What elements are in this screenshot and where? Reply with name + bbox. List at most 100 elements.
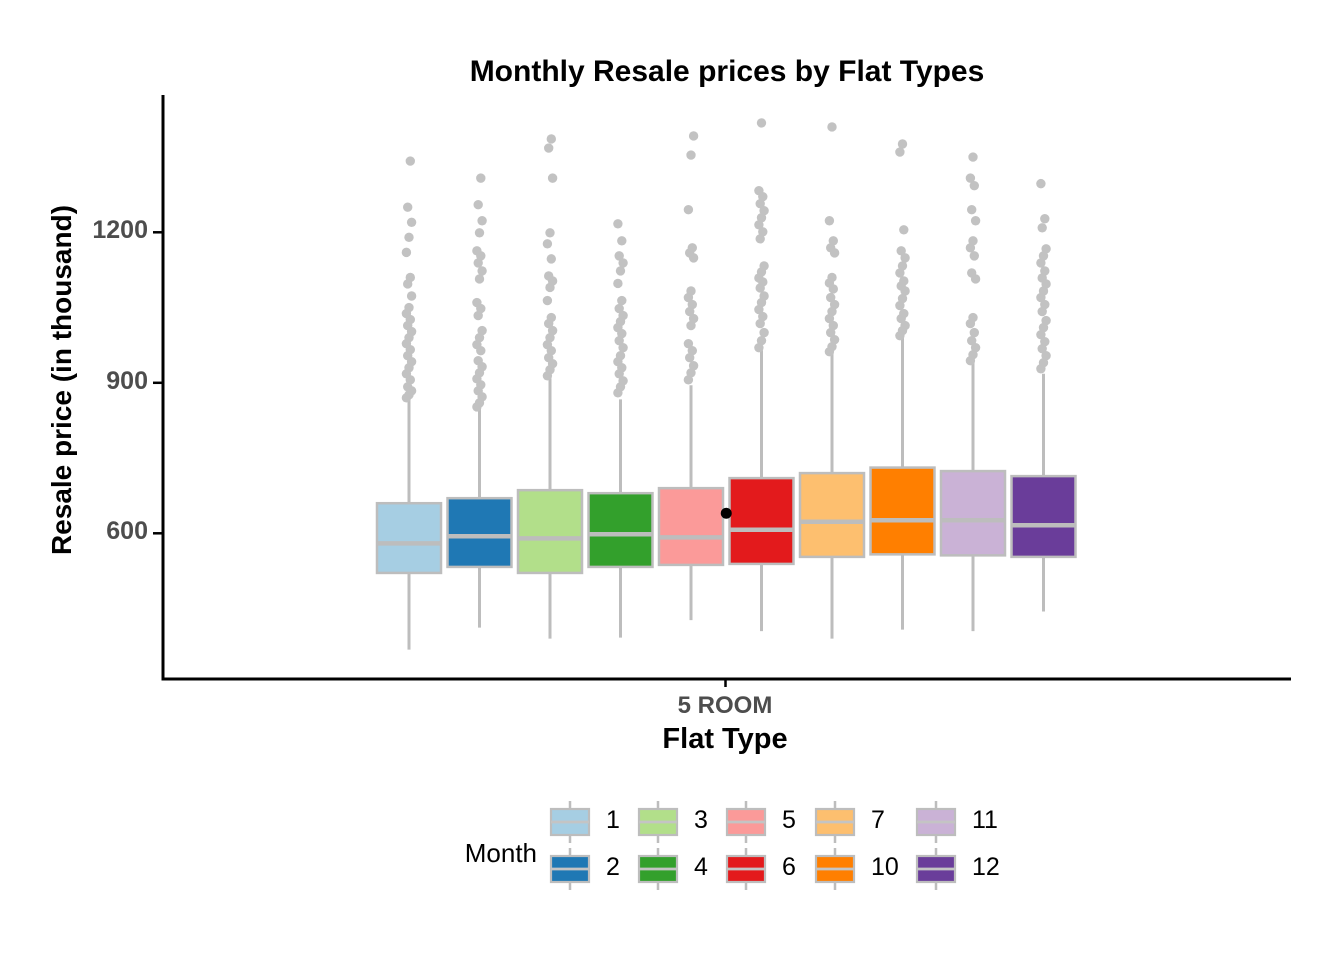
outlier-dot xyxy=(828,320,838,331)
box-month-11 xyxy=(939,469,1007,557)
outlier-dot xyxy=(969,327,979,338)
box-month-2 xyxy=(446,496,513,569)
outlier-dot xyxy=(899,308,909,319)
outlier-dot xyxy=(969,180,979,191)
outlier-dot xyxy=(897,139,908,149)
outlier-dot xyxy=(967,268,977,278)
outlier-dot xyxy=(544,271,554,281)
annotation-dot xyxy=(720,507,732,519)
box-month-10 xyxy=(869,466,936,556)
outlier-dot xyxy=(618,376,628,386)
x-axis-title: Flat Type xyxy=(662,723,788,755)
outlier-dot xyxy=(688,313,699,324)
legend-item-label: 3 xyxy=(694,806,708,834)
outlier-dot xyxy=(406,217,417,227)
outlier-dot xyxy=(547,325,558,336)
outlier-dot xyxy=(618,310,628,321)
outlier-dot xyxy=(970,342,981,353)
y-tick-label: 600 xyxy=(106,517,148,546)
y-tick-label: 900 xyxy=(106,366,148,395)
outlier-dot xyxy=(829,299,840,310)
outlier-dot xyxy=(687,345,697,356)
outlier-dot xyxy=(759,291,769,301)
box-month-4 xyxy=(587,491,654,569)
outlier-dot xyxy=(683,338,694,349)
outlier-dot xyxy=(965,173,976,183)
outlier-dot xyxy=(618,342,628,353)
outlier-dot xyxy=(405,272,415,283)
outlier-dot xyxy=(1040,214,1050,224)
outlier-dot xyxy=(824,216,835,226)
outlier-dot xyxy=(754,185,764,196)
outlier-dot xyxy=(758,227,768,237)
outlier-dot xyxy=(617,236,627,246)
outlier-dot xyxy=(1041,315,1051,326)
legend-title: Month xyxy=(464,838,537,868)
outlier-dot xyxy=(899,276,909,286)
outlier-dot xyxy=(900,253,910,263)
outlier-dot xyxy=(405,156,415,166)
legend-item-label: 12 xyxy=(972,853,1000,881)
outlier-dot xyxy=(896,246,906,256)
legend-item-label: 10 xyxy=(871,853,899,881)
legend-item-label: 6 xyxy=(782,853,796,881)
outlier-dot xyxy=(473,356,483,366)
outlier-dot xyxy=(472,246,482,256)
outlier-dot xyxy=(967,205,977,215)
outlier-dot xyxy=(473,200,483,210)
outlier-dot xyxy=(613,278,623,289)
outlier-dot xyxy=(474,228,485,238)
outlier-dot xyxy=(897,261,908,271)
outlier-dot xyxy=(1040,299,1050,310)
box-month-12 xyxy=(1010,474,1077,559)
outlier-dot xyxy=(759,206,769,216)
legend-item-label: 7 xyxy=(871,806,885,834)
outlier-dot xyxy=(474,274,485,284)
outlier-dot xyxy=(826,292,836,303)
outlier-dot xyxy=(686,150,696,160)
outlier-dot xyxy=(827,122,837,132)
outlier-dot xyxy=(617,295,627,306)
box-month-5 xyxy=(657,486,725,567)
legend-item-label: 1 xyxy=(606,806,620,834)
chart-title: Monthly Resale prices by Flat Types xyxy=(469,55,985,88)
box-month-1 xyxy=(375,501,443,575)
outlier-dot xyxy=(546,134,556,144)
outlier-dot xyxy=(756,335,767,346)
outlier-dot xyxy=(686,286,696,296)
outlier-dot xyxy=(895,147,905,157)
y-tick-label: 1200 xyxy=(92,216,148,245)
box-month-7 xyxy=(798,471,866,559)
outlier-dot xyxy=(542,239,553,249)
outlier-dot xyxy=(614,251,624,261)
outlier-dot xyxy=(1040,336,1050,347)
outlier-dot xyxy=(828,236,838,246)
outlier-dot xyxy=(969,251,979,261)
outlier-dot xyxy=(968,152,978,162)
outlier-dot xyxy=(897,293,908,304)
legend-item-label: 4 xyxy=(694,853,708,881)
outlier-dot xyxy=(615,266,626,276)
outlier-dot xyxy=(404,232,414,243)
outlier-dot xyxy=(1037,223,1047,233)
x-tick-label: 5 ROOM xyxy=(677,692,773,719)
outlier-dot xyxy=(1041,244,1051,254)
outlier-dot xyxy=(546,312,556,323)
box-month-6 xyxy=(728,476,795,566)
legend-item-label: 5 xyxy=(782,806,796,834)
outlier-dot xyxy=(967,335,977,346)
outlier-dot xyxy=(687,243,697,253)
outlier-dot xyxy=(545,228,555,238)
outlier-dot xyxy=(404,302,414,313)
outlier-dot xyxy=(829,334,840,345)
outlier-dot xyxy=(1036,178,1046,189)
outlier-dot xyxy=(758,311,768,322)
legend-item-label: 2 xyxy=(606,853,620,881)
outlier-dot xyxy=(477,325,487,336)
outlier-dot xyxy=(968,236,978,246)
outlier-dot xyxy=(547,173,558,183)
outlier-dot xyxy=(542,295,553,306)
outlier-dot xyxy=(401,247,412,258)
